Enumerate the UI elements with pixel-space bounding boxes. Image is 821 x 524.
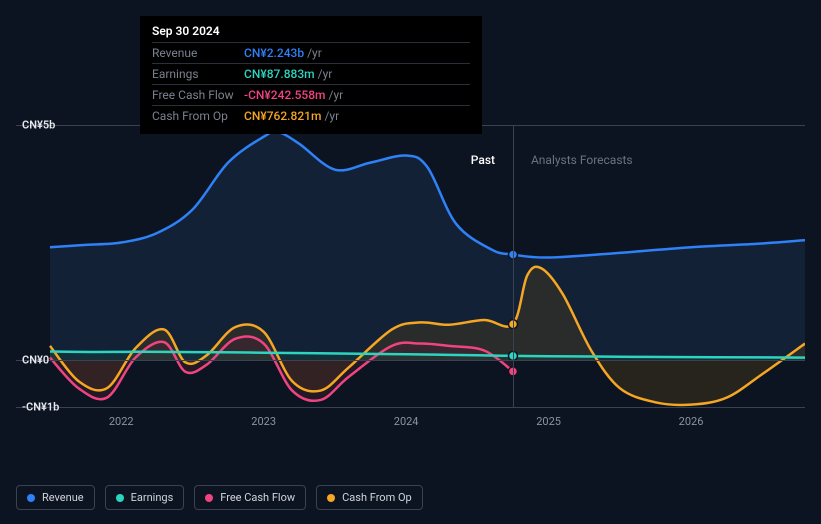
legend-label: Earnings: [131, 491, 174, 504]
tooltip-row: Free Cash Flow-CN¥242.558m/yr: [152, 84, 470, 105]
tooltip-row-unit: /yr: [329, 88, 344, 102]
chart-area: Past Analysts Forecasts 2022202320242025…: [16, 125, 805, 445]
tooltip-row-label: Free Cash Flow: [152, 88, 244, 102]
legend-item-earnings[interactable]: Earnings: [105, 485, 185, 510]
tooltip-row-label: Cash From Op: [152, 109, 244, 123]
tooltip-row: RevenueCN¥2.243b/yr: [152, 42, 470, 63]
x-tick-label: 2024: [394, 415, 419, 428]
legend-item-revenue[interactable]: Revenue: [16, 485, 95, 510]
x-tick-label: 2026: [679, 415, 704, 428]
x-axis: 2022 2023 2024 2025 2026: [16, 415, 805, 435]
tooltip-row-unit: /yr: [318, 67, 333, 81]
tooltip-row: Cash From OpCN¥762.821m/yr: [152, 105, 470, 126]
legend-label: Revenue: [42, 491, 84, 504]
legend-item-free-cash-flow[interactable]: Free Cash Flow: [194, 485, 306, 510]
tooltip-rows: RevenueCN¥2.243b/yrEarningsCN¥87.883m/yr…: [152, 42, 470, 126]
tooltip-row-value: CN¥2.243b: [244, 46, 304, 60]
legend-label: Cash From Op: [342, 491, 412, 504]
y-tick-label: CN¥0: [22, 354, 49, 367]
gridline: [16, 360, 805, 361]
tooltip: Sep 30 2024 RevenueCN¥2.243b/yrEarningsC…: [140, 16, 482, 134]
legend-item-cash-from-op[interactable]: Cash From Op: [316, 485, 423, 510]
tooltip-row-label: Revenue: [152, 46, 244, 60]
legend-dot-icon: [27, 494, 35, 502]
x-tick-label: 2025: [536, 415, 561, 428]
legend-dot-icon: [116, 494, 124, 502]
legend-dot-icon: [327, 494, 335, 502]
legend-label: Free Cash Flow: [220, 491, 295, 504]
tooltip-row-unit: /yr: [324, 109, 339, 123]
legend-dot-icon: [205, 494, 213, 502]
tooltip-date: Sep 30 2024: [152, 24, 470, 42]
tooltip-row-value: CN¥87.883m: [244, 67, 315, 81]
tooltip-row-unit: /yr: [307, 46, 322, 60]
y-tick-label: -CN¥1b: [22, 401, 59, 414]
legend: Revenue Earnings Free Cash Flow Cash From O…: [16, 485, 423, 510]
tooltip-row-value: -CN¥242.558m: [244, 88, 326, 102]
y-tick-label: CN¥5b: [22, 119, 55, 132]
gridline: [16, 407, 805, 408]
tooltip-row-value: CN¥762.821m: [244, 109, 321, 123]
chart-svg[interactable]: [16, 125, 805, 407]
x-tick-label: 2022: [109, 415, 134, 428]
tooltip-row: EarningsCN¥87.883m/yr: [152, 63, 470, 84]
past-forecast-divider: [513, 125, 514, 407]
x-tick-label: 2023: [251, 415, 276, 428]
tooltip-row-label: Earnings: [152, 67, 244, 81]
